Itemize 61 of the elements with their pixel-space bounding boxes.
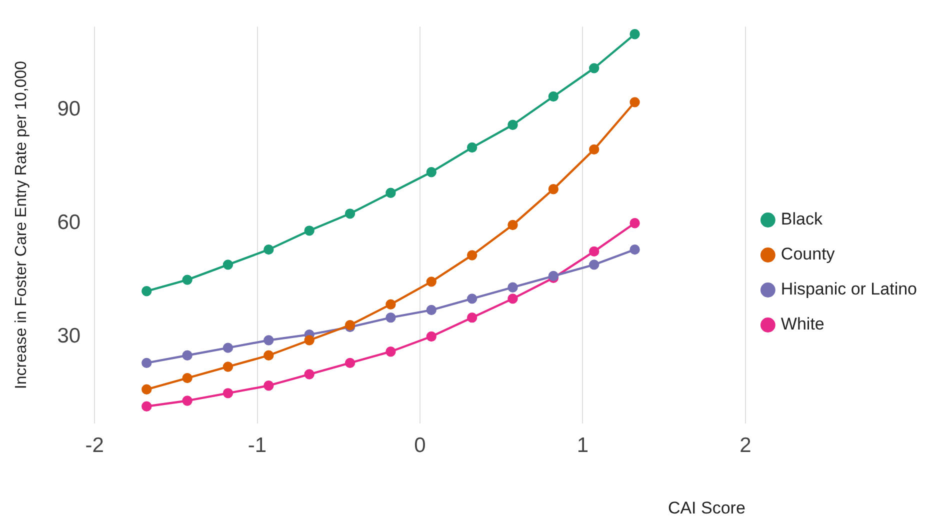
x-tick-label: 2 [740, 434, 752, 457]
x-axis-title: CAI Score [668, 498, 746, 518]
point [386, 299, 396, 310]
point [264, 244, 274, 255]
point [304, 369, 314, 380]
point [222, 388, 234, 398]
x-tick-label: 1 [576, 434, 589, 457]
point [182, 350, 192, 360]
x-tick-label: -1 [248, 434, 267, 457]
point [589, 246, 600, 257]
point [589, 260, 600, 270]
point [508, 220, 518, 230]
point [630, 29, 640, 40]
point [142, 286, 152, 296]
point [630, 218, 640, 228]
point [304, 335, 314, 346]
point [426, 276, 436, 287]
point [466, 312, 478, 323]
point [548, 91, 559, 102]
y-tick-label: 90 [57, 98, 81, 121]
point [508, 120, 518, 130]
point [386, 188, 396, 198]
y-tick-label: 30 [57, 324, 81, 348]
point [508, 294, 518, 304]
point [222, 362, 234, 372]
point [142, 384, 152, 394]
legend-label: Black [780, 210, 823, 229]
point [182, 396, 192, 406]
point [182, 274, 192, 285]
point [548, 184, 559, 194]
point [426, 331, 436, 342]
point [426, 304, 436, 316]
point [344, 208, 356, 219]
point [589, 63, 600, 74]
point [264, 335, 274, 346]
point [426, 166, 436, 178]
point [264, 350, 274, 360]
point [630, 244, 640, 255]
point [142, 358, 152, 368]
point [222, 260, 234, 270]
point [182, 372, 192, 384]
point [304, 226, 314, 236]
point [264, 380, 274, 391]
point [466, 142, 478, 153]
point [386, 312, 396, 323]
y-tick-label: 60 [57, 210, 81, 234]
point [466, 250, 478, 260]
point [589, 144, 600, 155]
point [630, 97, 640, 108]
point [222, 342, 234, 353]
x-tick-label: -2 [85, 434, 104, 457]
legend-label: County [780, 244, 836, 264]
point [344, 358, 356, 368]
point [466, 294, 478, 304]
point [386, 346, 396, 357]
point [508, 282, 518, 292]
point [142, 401, 152, 412]
x-tick-label: 0 [414, 434, 426, 457]
legend-label: White [780, 314, 824, 334]
y-axis-title: Increase in Foster Care Entry Rate per 10,000 [13, 60, 30, 390]
legend-label: Hispanic or Latino [780, 280, 918, 299]
